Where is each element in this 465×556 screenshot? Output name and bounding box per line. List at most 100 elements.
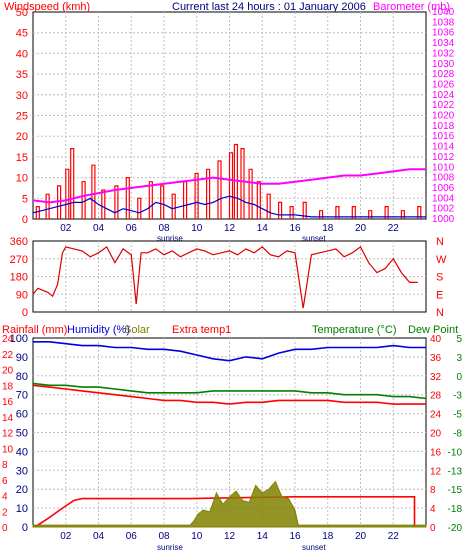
time-tick: 16 xyxy=(289,531,301,542)
time-tick: 06 xyxy=(126,531,138,542)
windspeed-tick: 25 xyxy=(16,111,28,123)
percent-tick: 40 xyxy=(16,446,28,458)
degree-tick: 0 xyxy=(22,307,28,319)
barometer-tick: 1014 xyxy=(432,142,455,153)
barometer-tick: 1040 xyxy=(432,7,455,18)
time-tick: 04 xyxy=(93,531,105,542)
windspeed-tick: 40 xyxy=(16,48,28,60)
degree-tick: 360 xyxy=(10,236,28,248)
barometer-tick: 1026 xyxy=(432,79,455,90)
dewpoint-axis-label: Dew Point xyxy=(408,324,458,336)
dewpoint-tick: -3 xyxy=(453,391,462,402)
barometer-tick: 1008 xyxy=(432,173,455,184)
time-tick: 10 xyxy=(191,223,203,234)
temperature-tick-labels: 0 4 8 12 16 20 24 28 32 36 40 xyxy=(430,334,442,534)
humidity-axis-label: Humidity (%) xyxy=(67,324,130,336)
degree-tick: 270 xyxy=(10,254,28,266)
compass-tick: S xyxy=(436,272,443,284)
rain-tick: 4 xyxy=(2,492,8,503)
rain-tick: 8 xyxy=(2,460,8,471)
time-tick: 14 xyxy=(257,531,269,542)
temp-grid xyxy=(33,338,426,527)
barometer-tick: 1010 xyxy=(432,162,455,173)
rain-tick: 12 xyxy=(2,429,14,440)
time-tick: 14 xyxy=(257,223,269,234)
solar-axis-label: Solar xyxy=(124,324,150,336)
dewpoint-tick: 0 xyxy=(456,372,462,383)
dewpoint-tick: -10 xyxy=(448,447,463,458)
temperature-tick: 36 xyxy=(430,353,442,364)
degree-tick: 90 xyxy=(16,289,28,301)
sunset-label-bottom: sunset xyxy=(302,543,326,552)
dewpoint-tick: -18 xyxy=(448,504,463,515)
barometer-tick: 1024 xyxy=(432,90,455,101)
rain-tick: 10 xyxy=(2,444,14,455)
windspeed-tick: 30 xyxy=(16,90,28,102)
compass-tick: E xyxy=(436,289,443,301)
time-tick: 18 xyxy=(322,531,334,542)
degree-tick-labels: 0 90 180 270 360 xyxy=(10,236,28,319)
temperature-tick: 16 xyxy=(430,447,442,458)
temp-series-line-0 xyxy=(33,341,426,362)
temperature-tick: 24 xyxy=(430,410,442,421)
direction-grid xyxy=(33,241,426,312)
time-tick: 08 xyxy=(158,531,170,542)
time-tick: 08 xyxy=(158,223,170,234)
windspeed-tick-labels: 0 5 10 15 20 25 30 35 40 45 50 xyxy=(16,7,28,226)
barometer-tick: 1034 xyxy=(432,38,455,49)
sunrise-label: sunrise xyxy=(157,234,183,243)
rain-tick: 22 xyxy=(2,350,14,361)
time-tick: 10 xyxy=(191,531,203,542)
direction-series xyxy=(32,246,418,309)
time-tick: 20 xyxy=(355,531,367,542)
rain-tick: 18 xyxy=(2,381,14,392)
rain-tick: 14 xyxy=(2,413,14,424)
wind-barometer-panel: Windspeed (kmh) Current last 24 hours : … xyxy=(4,1,455,243)
time-tick-labels: 02 04 06 08 10 12 14 16 18 20 22 xyxy=(60,223,399,234)
time-tick: 02 xyxy=(60,531,72,542)
windspeed-tick: 5 xyxy=(22,193,28,205)
temperature-tick: 0 xyxy=(430,523,436,534)
barometer-tick: 1036 xyxy=(432,28,455,39)
windspeed-tick: 50 xyxy=(16,7,28,19)
percent-tick: 80 xyxy=(16,371,28,383)
rain-tick: 20 xyxy=(2,366,14,377)
series-line-0 xyxy=(35,143,422,219)
time-tick: 12 xyxy=(224,531,236,542)
series-line-1 xyxy=(32,195,426,218)
barometer-tick: 1004 xyxy=(432,193,455,204)
time-tick-labels-bottom: 02 04 06 08 10 12 14 16 18 20 22 xyxy=(60,531,399,542)
degree-tick: 180 xyxy=(10,272,28,284)
barometer-tick: 1002 xyxy=(432,204,455,215)
temp-humidity-panel: Rainfall (mm) Humidity (%) Solar Extra t… xyxy=(2,324,462,552)
windspeed-tick: 10 xyxy=(16,173,28,185)
barometer-tick: 1012 xyxy=(432,152,455,163)
dewpoint-tick: -8 xyxy=(453,429,462,440)
percent-tick: 70 xyxy=(16,390,28,402)
compass-tick: N xyxy=(436,307,444,319)
series-line-2 xyxy=(32,168,426,204)
temperature-tick: 32 xyxy=(430,372,442,383)
dewpoint-tick: -20 xyxy=(448,523,463,534)
compass-tick: N xyxy=(436,236,444,248)
barometer-tick: 1022 xyxy=(432,100,455,111)
time-tick: 18 xyxy=(322,223,334,234)
percent-tick: 50 xyxy=(16,428,28,440)
rain-tick: 16 xyxy=(2,397,14,408)
barometer-tick: 1038 xyxy=(432,17,455,28)
percent-tick: 0 xyxy=(22,522,28,534)
windspeed-tick: 35 xyxy=(16,69,28,81)
time-tick: 02 xyxy=(60,223,72,234)
sunrise-label-bottom: sunrise xyxy=(157,543,183,552)
percent-tick: 20 xyxy=(16,484,28,496)
dewpoint-tick-labels: -20 -18 -15 -13 -10 -8 -5 -3 0 3 5 xyxy=(448,334,463,534)
temp-series-line-1 xyxy=(32,382,427,400)
time-tick: 22 xyxy=(388,223,400,234)
time-tick: 12 xyxy=(224,223,236,234)
time-tick: 06 xyxy=(126,223,138,234)
sunset-label: sunset xyxy=(302,234,326,243)
